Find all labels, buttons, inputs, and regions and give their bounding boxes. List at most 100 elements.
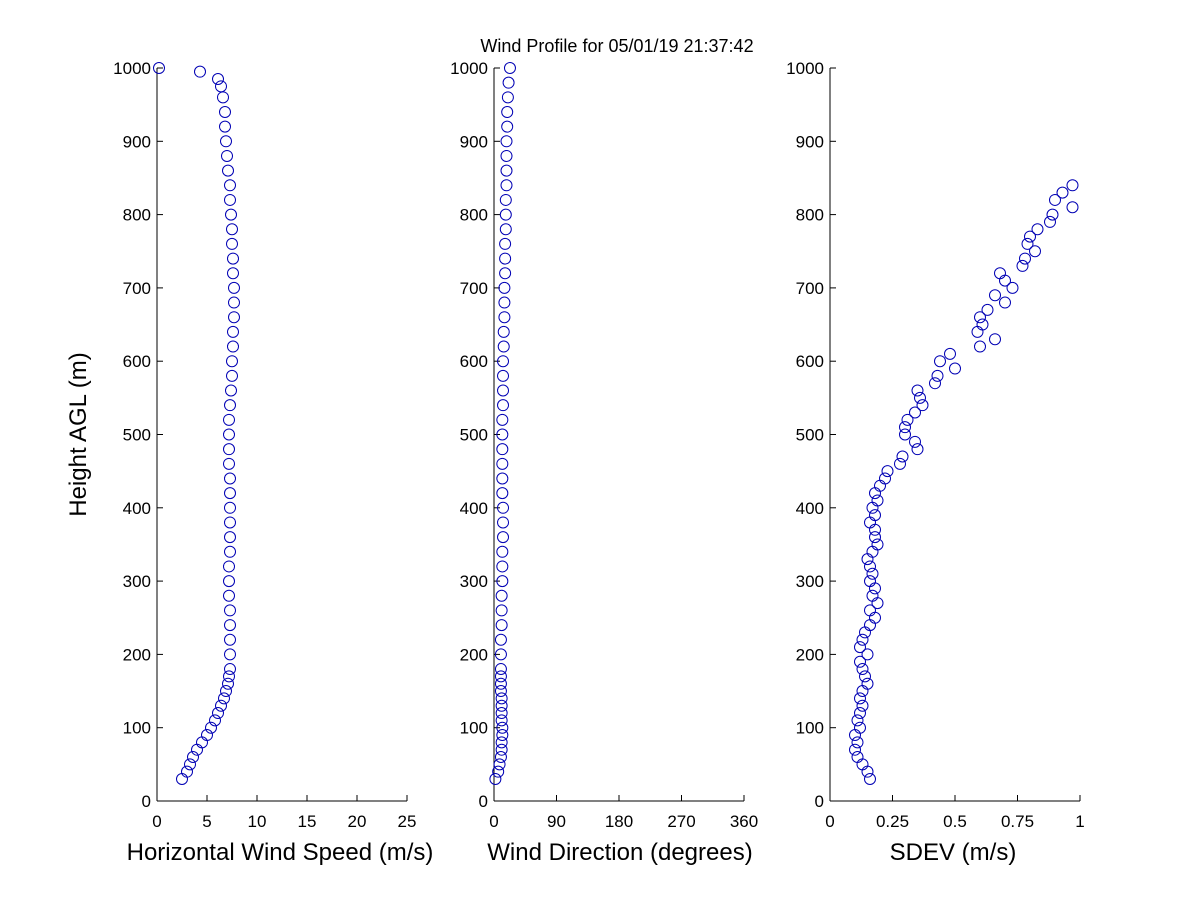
sdev-y-tick-label: 900: [796, 132, 824, 151]
wind-direction-data-point: [499, 267, 512, 280]
wind-speed-data-point: [212, 707, 224, 720]
wind-direction-y-tick-label: 800: [460, 206, 488, 225]
wind-speed-data-point: [223, 413, 235, 426]
wind-direction-data-point: [497, 355, 510, 368]
wind-speed-data-point: [224, 531, 236, 544]
sdev-data-point: [851, 736, 864, 749]
wind-direction-data-point: [497, 501, 510, 514]
sdev-data-point: [869, 531, 881, 544]
wind-speed-data-point: [224, 648, 236, 661]
sdev-x-tick-label: 0.5: [943, 812, 967, 831]
wind-direction-data-point: [500, 135, 513, 148]
wind-direction-y-tick-label: 0: [479, 792, 488, 811]
wind-direction-y-tick-label: 700: [460, 279, 488, 298]
wind-direction-y-tick-label: 400: [460, 499, 488, 518]
wind-direction-data-point: [497, 384, 510, 397]
wind-direction-data-point: [494, 663, 507, 676]
wind-direction-data-point: [495, 714, 508, 727]
sdev-data-point: [899, 428, 911, 441]
wind-speed-data-point: [224, 487, 236, 500]
wind-speed-data-point: [223, 443, 235, 456]
sdev-data-point: [916, 399, 929, 412]
wind-direction-data-point: [496, 487, 509, 500]
wind-speed-y-tick-label: 500: [123, 426, 151, 445]
wind-direction-y-tick-label: 300: [460, 572, 488, 591]
panel-wind-speed: 0 5 10 15 20 25 0 100 200 300 400 500 600 700 800 900 10…: [65, 59, 433, 866]
wind-direction-x-tick-label: 360: [730, 812, 758, 831]
sdev-data-point: [1049, 193, 1061, 206]
wind-speed-data-point: [228, 296, 240, 309]
wind-speed-data-point: [201, 729, 213, 742]
sdev-data-point: [851, 751, 864, 764]
wind-speed-data-point: [222, 164, 234, 177]
wind-direction-data-point: [497, 399, 510, 412]
sdev-data-point: [999, 296, 1011, 309]
sdev-data-point: [1016, 259, 1029, 272]
wind-direction-data-point: [499, 223, 512, 236]
sdev-data-point: [1006, 281, 1019, 294]
wind-speed-data-point: [224, 633, 236, 646]
wind-direction-data-point: [494, 648, 507, 661]
wind-speed-data-point: [224, 619, 236, 632]
sdev-data-point: [856, 663, 869, 676]
sdev-data-point: [994, 267, 1006, 280]
sdev-x-tick-label: 0.25: [876, 812, 909, 831]
panel-wind-direction: 0 90 180 270 360 0 100 200 300 400 500 600 700 800 900…: [450, 59, 758, 866]
wind-direction-data-point: [494, 751, 507, 764]
sdev-data-point: [976, 318, 989, 331]
sdev-data-point: [854, 721, 866, 734]
sdev-data-point: [861, 648, 874, 661]
sdev-data-point: [929, 377, 941, 390]
wind-speed-x-tick-label: 15: [298, 812, 317, 831]
wind-direction-data-point: [501, 120, 514, 133]
wind-direction-x-tick-label: 270: [667, 812, 695, 831]
wind-direction-data-point: [501, 105, 514, 118]
wind-speed-data-point: [225, 208, 237, 221]
wind-speed-data-point: [224, 516, 236, 529]
wind-speed-x-tick-label: 5: [202, 812, 211, 831]
wind-speed-y-tick-label: 300: [123, 572, 151, 591]
wind-speed-x-tick-label: 20: [348, 812, 367, 831]
sdev-data-point: [864, 575, 876, 588]
wind-speed-x-tick-label: 25: [398, 812, 417, 831]
wind-speed-y-tick-label: 700: [123, 279, 151, 298]
panel-sdev: 0 0.25 0.5 0.75 1 0 100 200 300 400 500 600 700 800 90…: [786, 59, 1085, 866]
sdev-x-tick-label: 0: [825, 812, 834, 831]
wind-direction-data-point: [495, 589, 508, 602]
sdev-data-point: [849, 743, 861, 756]
wind-speed-data-point: [224, 604, 236, 617]
sdev-data-point: [896, 450, 909, 463]
wind-direction-data-point: [497, 325, 510, 338]
sdev-data-point: [854, 692, 866, 705]
sdev-data-point: [866, 567, 879, 580]
wind-speed-data-point: [194, 65, 206, 78]
wind-speed-x-axis-label: Horizontal Wind Speed (m/s): [127, 839, 434, 866]
wind-speed-data-point: [223, 560, 235, 573]
wind-direction-data-point: [496, 457, 509, 470]
sdev-data-point: [854, 655, 866, 668]
wind-speed-data-point: [228, 281, 240, 294]
sdev-data-point: [864, 560, 876, 573]
wind-direction-data-point: [496, 560, 509, 573]
wind-direction-data-point: [494, 677, 507, 690]
sdev-y-tick-label: 600: [796, 352, 824, 371]
sdev-data-point: [1066, 201, 1079, 214]
sdev-y-tick-label: 1000: [786, 59, 824, 78]
sdev-data-point: [864, 773, 876, 786]
wind-direction-data-point: [503, 62, 516, 74]
wind-direction-data-point: [499, 237, 512, 250]
wind-direction-x-tick-label: 90: [547, 812, 566, 831]
wind-direction-data-point: [495, 604, 508, 617]
wind-direction-data-point: [496, 443, 509, 456]
sdev-data-point: [871, 538, 884, 551]
sdev-x-axis-label: SDEV (m/s): [890, 839, 1017, 866]
wind-speed-data-point: [224, 501, 236, 514]
wind-speed-data-point: [228, 311, 240, 324]
sdev-data-point: [869, 509, 881, 522]
sdev-data-point: [1056, 186, 1069, 199]
wind-direction-data-point: [499, 252, 512, 265]
sdev-data-point: [909, 406, 921, 419]
wind-speed-data-point: [225, 384, 237, 397]
